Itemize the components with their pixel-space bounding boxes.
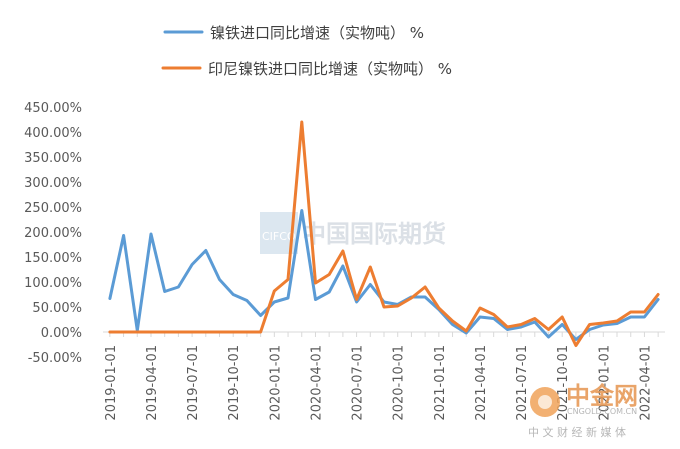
y-tick-label: 400.00% (24, 126, 82, 141)
cifco-watermark-text: 中国国际期货 (302, 220, 446, 248)
cngold-domain: CNGOLD.COM.CN (567, 407, 637, 416)
cngold-brand: 中金网 (566, 382, 638, 410)
x-tick-label: 2021-04-01 (474, 345, 489, 421)
y-tick-label: 300.00% (24, 176, 82, 191)
y-tick-label: 200.00% (24, 226, 82, 241)
x-tick-label: 2020-07-01 (351, 345, 366, 421)
y-tick-label: -50.00% (28, 351, 82, 366)
x-tick-label: 2019-07-01 (186, 345, 201, 421)
center-watermark: CIFCO 中国国际期货 (260, 212, 446, 254)
y-tick-label: 0.00% (41, 326, 82, 341)
x-tick-label: 2022-04-01 (638, 345, 653, 421)
series-layer (108, 120, 660, 347)
x-tick-label: 2019-04-01 (145, 345, 160, 421)
x-tick-label: 2019-10-01 (227, 345, 242, 421)
x-tick-label: 2020-01-01 (268, 345, 283, 421)
legend: 镍铁进口同比增速（实物吨） % 印尼镍铁进口同比增速（实物吨） % (161, 24, 452, 78)
y-axis: -50.00% 0.00% 50.00% 100.00% 150.00% 200.00% 2… (24, 101, 82, 366)
y-tick-label: 100.00% (24, 276, 82, 291)
cifco-logo-text: CIFCO (262, 230, 296, 243)
y-tick-label: 350.00% (24, 151, 82, 166)
x-tick-label: 2022-01-01 (597, 345, 612, 421)
x-tick-label: 2021-07-01 (515, 345, 530, 421)
legend-label-1: 镍铁进口同比增速（实物吨） % (210, 24, 424, 42)
y-tick-label: 50.00% (32, 301, 82, 316)
series-line-2 (108, 120, 660, 347)
y-tick-label: 450.00% (24, 101, 82, 116)
x-tick-label: 2020-10-01 (392, 345, 407, 421)
y-tick-label: 150.00% (24, 251, 82, 266)
x-axis: 2019-01-01 2019-04-01 2019-07-01 2019-10-01… (103, 331, 665, 421)
x-tick-label: 2021-01-01 (433, 345, 448, 421)
x-tick-label: 2019-01-01 (104, 345, 119, 421)
cngold-tagline: 中 文 财 经 新 媒 体 (528, 425, 626, 439)
legend-label-2: 印尼镍铁进口同比增速（实物吨） % (208, 60, 452, 78)
corner-watermark: 中金网 CNGOLD.COM.CN 中 文 财 经 新 媒 体 (528, 382, 638, 439)
y-tick-label: 250.00% (24, 201, 82, 216)
x-tick-label: 2020-04-01 (309, 345, 324, 421)
